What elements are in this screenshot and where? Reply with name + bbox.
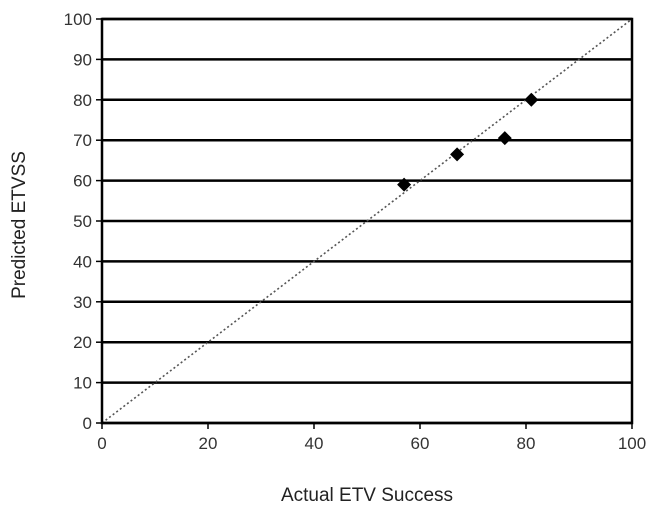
y-tick-label: 90 xyxy=(73,50,92,69)
identity-reference-line xyxy=(101,18,633,424)
y-tick-label: 30 xyxy=(73,293,92,312)
x-tick-label: 40 xyxy=(305,434,324,453)
y-tick-label: 0 xyxy=(83,414,92,433)
x-tick-label: 100 xyxy=(618,434,646,453)
x-axis-title: Actual ETV Success xyxy=(281,485,453,506)
y-tick-label: 50 xyxy=(73,212,92,231)
data-point-3 xyxy=(497,131,512,146)
data-point-4 xyxy=(524,92,539,107)
x-tick-label: 0 xyxy=(97,434,106,453)
y-tick-label: 70 xyxy=(73,131,92,150)
x-tick-label: 60 xyxy=(411,434,430,453)
data-points xyxy=(397,92,539,192)
x-axis-ticks: 0 20 40 60 80 100 xyxy=(97,423,646,453)
y-tick-label: 60 xyxy=(73,172,92,191)
data-point-1 xyxy=(397,177,412,192)
x-tick-label: 80 xyxy=(517,434,536,453)
y-tick-label: 20 xyxy=(73,333,92,352)
y-axis-title: Predicted ETVSS xyxy=(9,151,30,299)
y-tick-label: 10 xyxy=(73,374,92,393)
data-point-2 xyxy=(450,147,465,162)
y-tick-label: 40 xyxy=(73,252,92,271)
x-tick-label: 20 xyxy=(199,434,218,453)
y-tick-label: 80 xyxy=(73,91,92,110)
y-axis-ticks: 0 10 20 30 40 50 60 70 80 90 100 xyxy=(64,10,102,433)
y-tick-label: 100 xyxy=(64,10,92,29)
